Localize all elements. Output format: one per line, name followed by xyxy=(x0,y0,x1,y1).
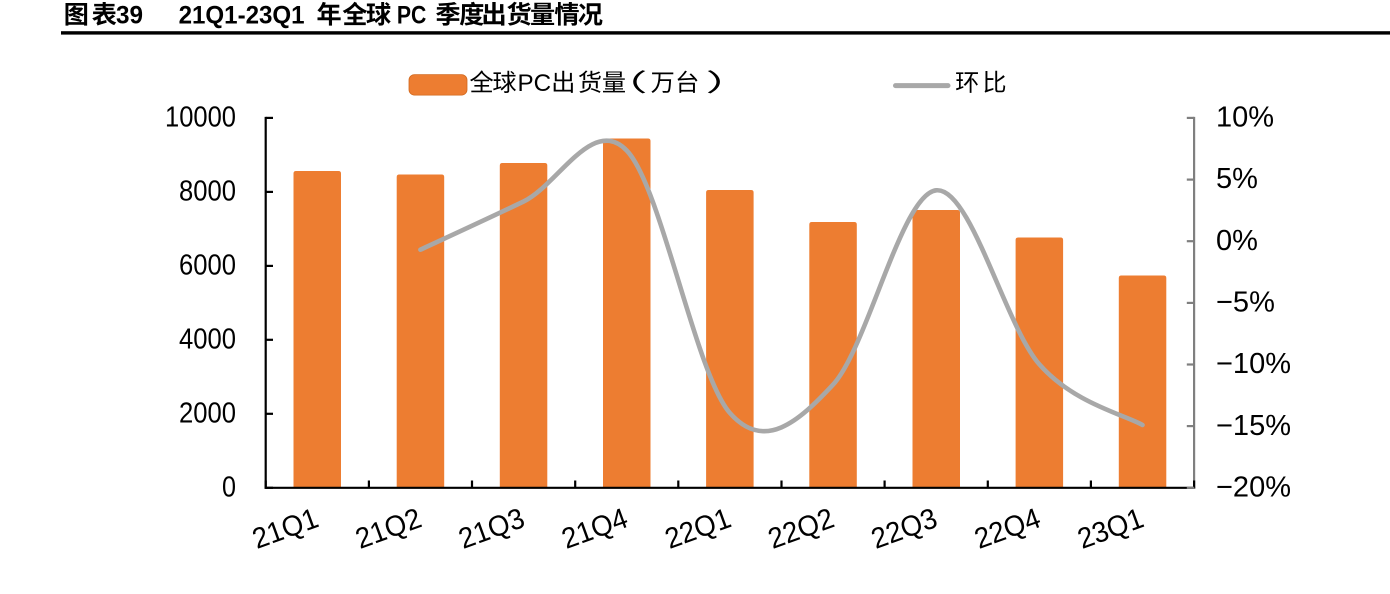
svg-text:PC: PC xyxy=(518,70,552,97)
svg-text:39: 39 xyxy=(116,1,143,29)
svg-text:−15%: −15% xyxy=(1216,410,1291,442)
svg-text:PC: PC xyxy=(397,1,427,29)
svg-text:0: 0 xyxy=(222,471,236,503)
svg-text:6000: 6000 xyxy=(179,250,236,282)
svg-text:10000: 10000 xyxy=(165,102,236,134)
svg-text:2000: 2000 xyxy=(179,397,236,429)
svg-text:8000: 8000 xyxy=(179,176,236,208)
svg-text:−10%: −10% xyxy=(1216,348,1291,380)
svg-text:4000: 4000 xyxy=(179,323,236,355)
svg-text:5%: 5% xyxy=(1216,163,1258,195)
svg-text:21Q1-23Q1: 21Q1-23Q1 xyxy=(179,1,305,29)
svg-text:−20%: −20% xyxy=(1216,471,1291,503)
svg-text:−5%: −5% xyxy=(1216,287,1275,319)
svg-text:0%: 0% xyxy=(1216,225,1258,257)
svg-text:10%: 10% xyxy=(1216,102,1274,134)
